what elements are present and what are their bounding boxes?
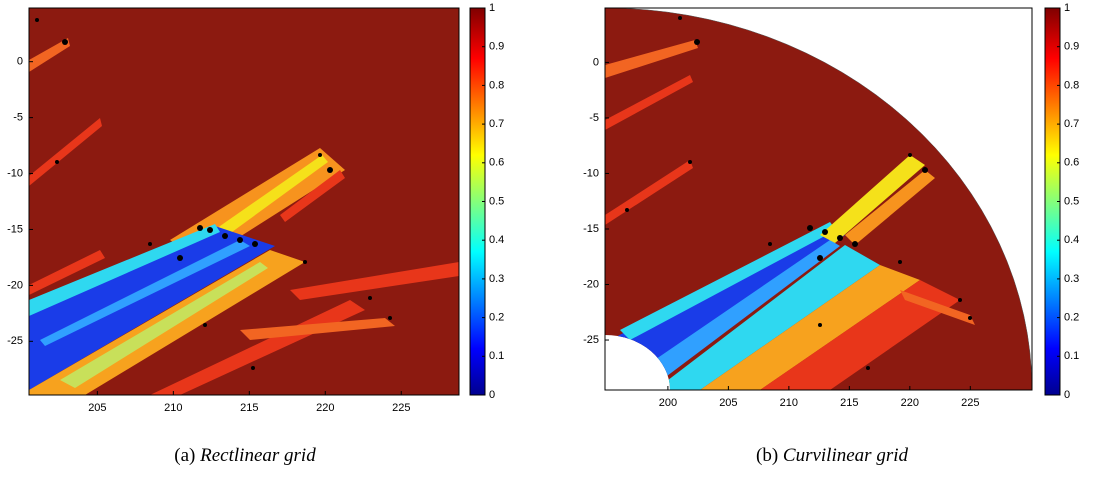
colorbar-tick-label: 0.8	[1064, 79, 1079, 91]
x-tick-label: 205	[719, 397, 737, 409]
colorbar-tick-label: 0.9	[489, 41, 504, 53]
colorbar-tick-label: 0.5	[489, 195, 504, 207]
y-tick-label: 0	[593, 56, 599, 68]
y-tick-label: -10	[7, 167, 23, 179]
colorbar-tick-label: 0.1	[489, 350, 504, 362]
colorbar-tick-label: 0	[489, 389, 495, 401]
x-tick-label: 225	[961, 397, 979, 409]
axes-box	[28, 7, 460, 396]
field-edge	[604, 7, 1033, 391]
y-tick-label: -15	[7, 223, 23, 235]
x-tick-label: 215	[840, 397, 858, 409]
y-tick-label: -25	[7, 335, 23, 347]
colorbar-tick-label: 1	[1064, 2, 1070, 14]
x-tick-label: 215	[240, 402, 258, 414]
colorbar-tick-label: 0.4	[1064, 234, 1079, 246]
colorbar-tick-label: 0.3	[489, 273, 504, 285]
colorbar-tick-label: 1	[489, 2, 495, 14]
y-tick-label: -20	[7, 279, 23, 291]
y-tick-label: -15	[583, 223, 599, 235]
colorbar-tick-label: 0.7	[489, 118, 504, 130]
caption-text: Curvilinear grid	[783, 445, 909, 466]
x-tick-label: 210	[780, 397, 798, 409]
y-tick-label: -25	[583, 334, 599, 346]
colorbar-tick-label: 0.6	[489, 157, 504, 169]
y-tick-label: -5	[13, 112, 23, 124]
colorbar-tick-label: 0.2	[489, 312, 504, 324]
axes-box	[604, 7, 1033, 391]
caption-label: (a)	[174, 445, 195, 466]
colorbar-tick-label: 0.7	[1064, 118, 1079, 130]
field-a	[29, 8, 459, 395]
x-tick-label: 225	[392, 402, 410, 414]
colorbar-tick-label: 0.1	[1064, 350, 1079, 362]
caption-text: Rectlinear grid	[199, 445, 316, 466]
colorbar-tick-label: 0.9	[1064, 41, 1079, 53]
y-tick-label: -10	[583, 167, 599, 179]
y-tick-label: 0	[17, 56, 23, 68]
colorbar-tick-label: 0.8	[489, 79, 504, 91]
colorbar-tick-label: 0.2	[1064, 312, 1079, 324]
caption-label: (b)	[756, 445, 778, 466]
caption: (b) Curvilinear grid	[756, 445, 908, 466]
x-tick-label: 205	[88, 402, 106, 414]
colorbar-tick-label: 0.3	[1064, 273, 1079, 285]
colorbar-tick-label: 0.4	[489, 234, 504, 246]
x-tick-label: 200	[659, 397, 677, 409]
x-tick-label: 220	[901, 397, 919, 409]
field-b	[605, 8, 1032, 390]
colorbar-tick-label: 0.5	[1064, 195, 1079, 207]
y-tick-label: -20	[583, 278, 599, 290]
colorbar-tick-label: 0.6	[1064, 157, 1079, 169]
y-tick-label: -5	[589, 112, 599, 124]
x-tick-label: 210	[164, 402, 182, 414]
x-tick-label: 220	[316, 402, 334, 414]
colorbar-tick-label: 0	[1064, 389, 1070, 401]
caption: (a) Rectlinear grid	[174, 445, 316, 466]
